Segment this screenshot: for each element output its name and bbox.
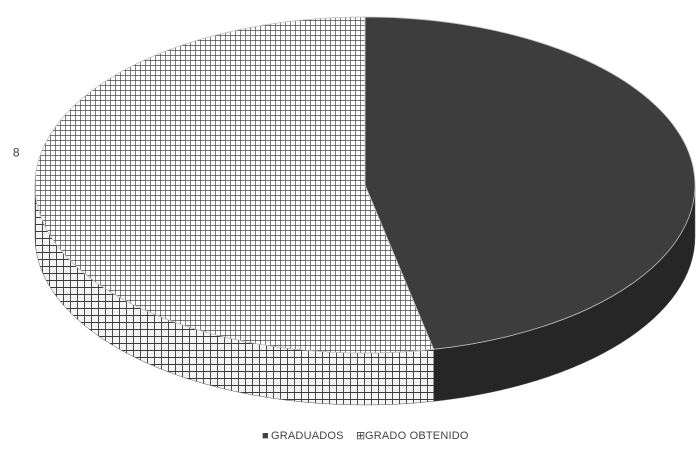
legend-item-grado-obtenido: ⊞ GRADO OBTENIDO <box>356 430 469 442</box>
data-label-grado-obtenido: 8 <box>13 145 20 159</box>
pie-tops <box>34 16 696 354</box>
pie-slice-grado-obtenido <box>34 16 435 354</box>
legend-label-grado-obtenido: GRADO OBTENIDO <box>365 430 469 442</box>
legend-marker-graduados: ■ <box>262 430 269 442</box>
legend-item-graduados: ■ GRADUADOS <box>262 430 344 442</box>
legend: ■ GRADUADOS ⊞ GRADO OBTENIDO <box>262 430 469 442</box>
pie-slice-graduados <box>364 16 696 350</box>
legend-marker-grado-obtenido: ⊞ <box>356 430 365 442</box>
legend-label-graduados: GRADUADOS <box>271 430 344 442</box>
data-labels: 78 <box>13 145 20 159</box>
